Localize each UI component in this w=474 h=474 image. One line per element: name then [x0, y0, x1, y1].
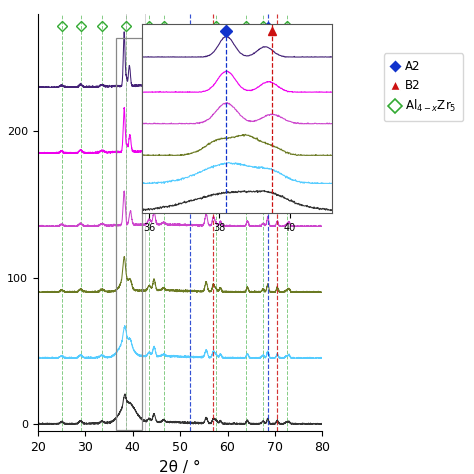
Bar: [116, 37, 142, 430]
Legend: A2, B2, Al$_{4-x}$Zr$_5$: A2, B2, Al$_{4-x}$Zr$_5$: [383, 53, 464, 121]
X-axis label: 2θ / °: 2θ / °: [159, 460, 201, 474]
